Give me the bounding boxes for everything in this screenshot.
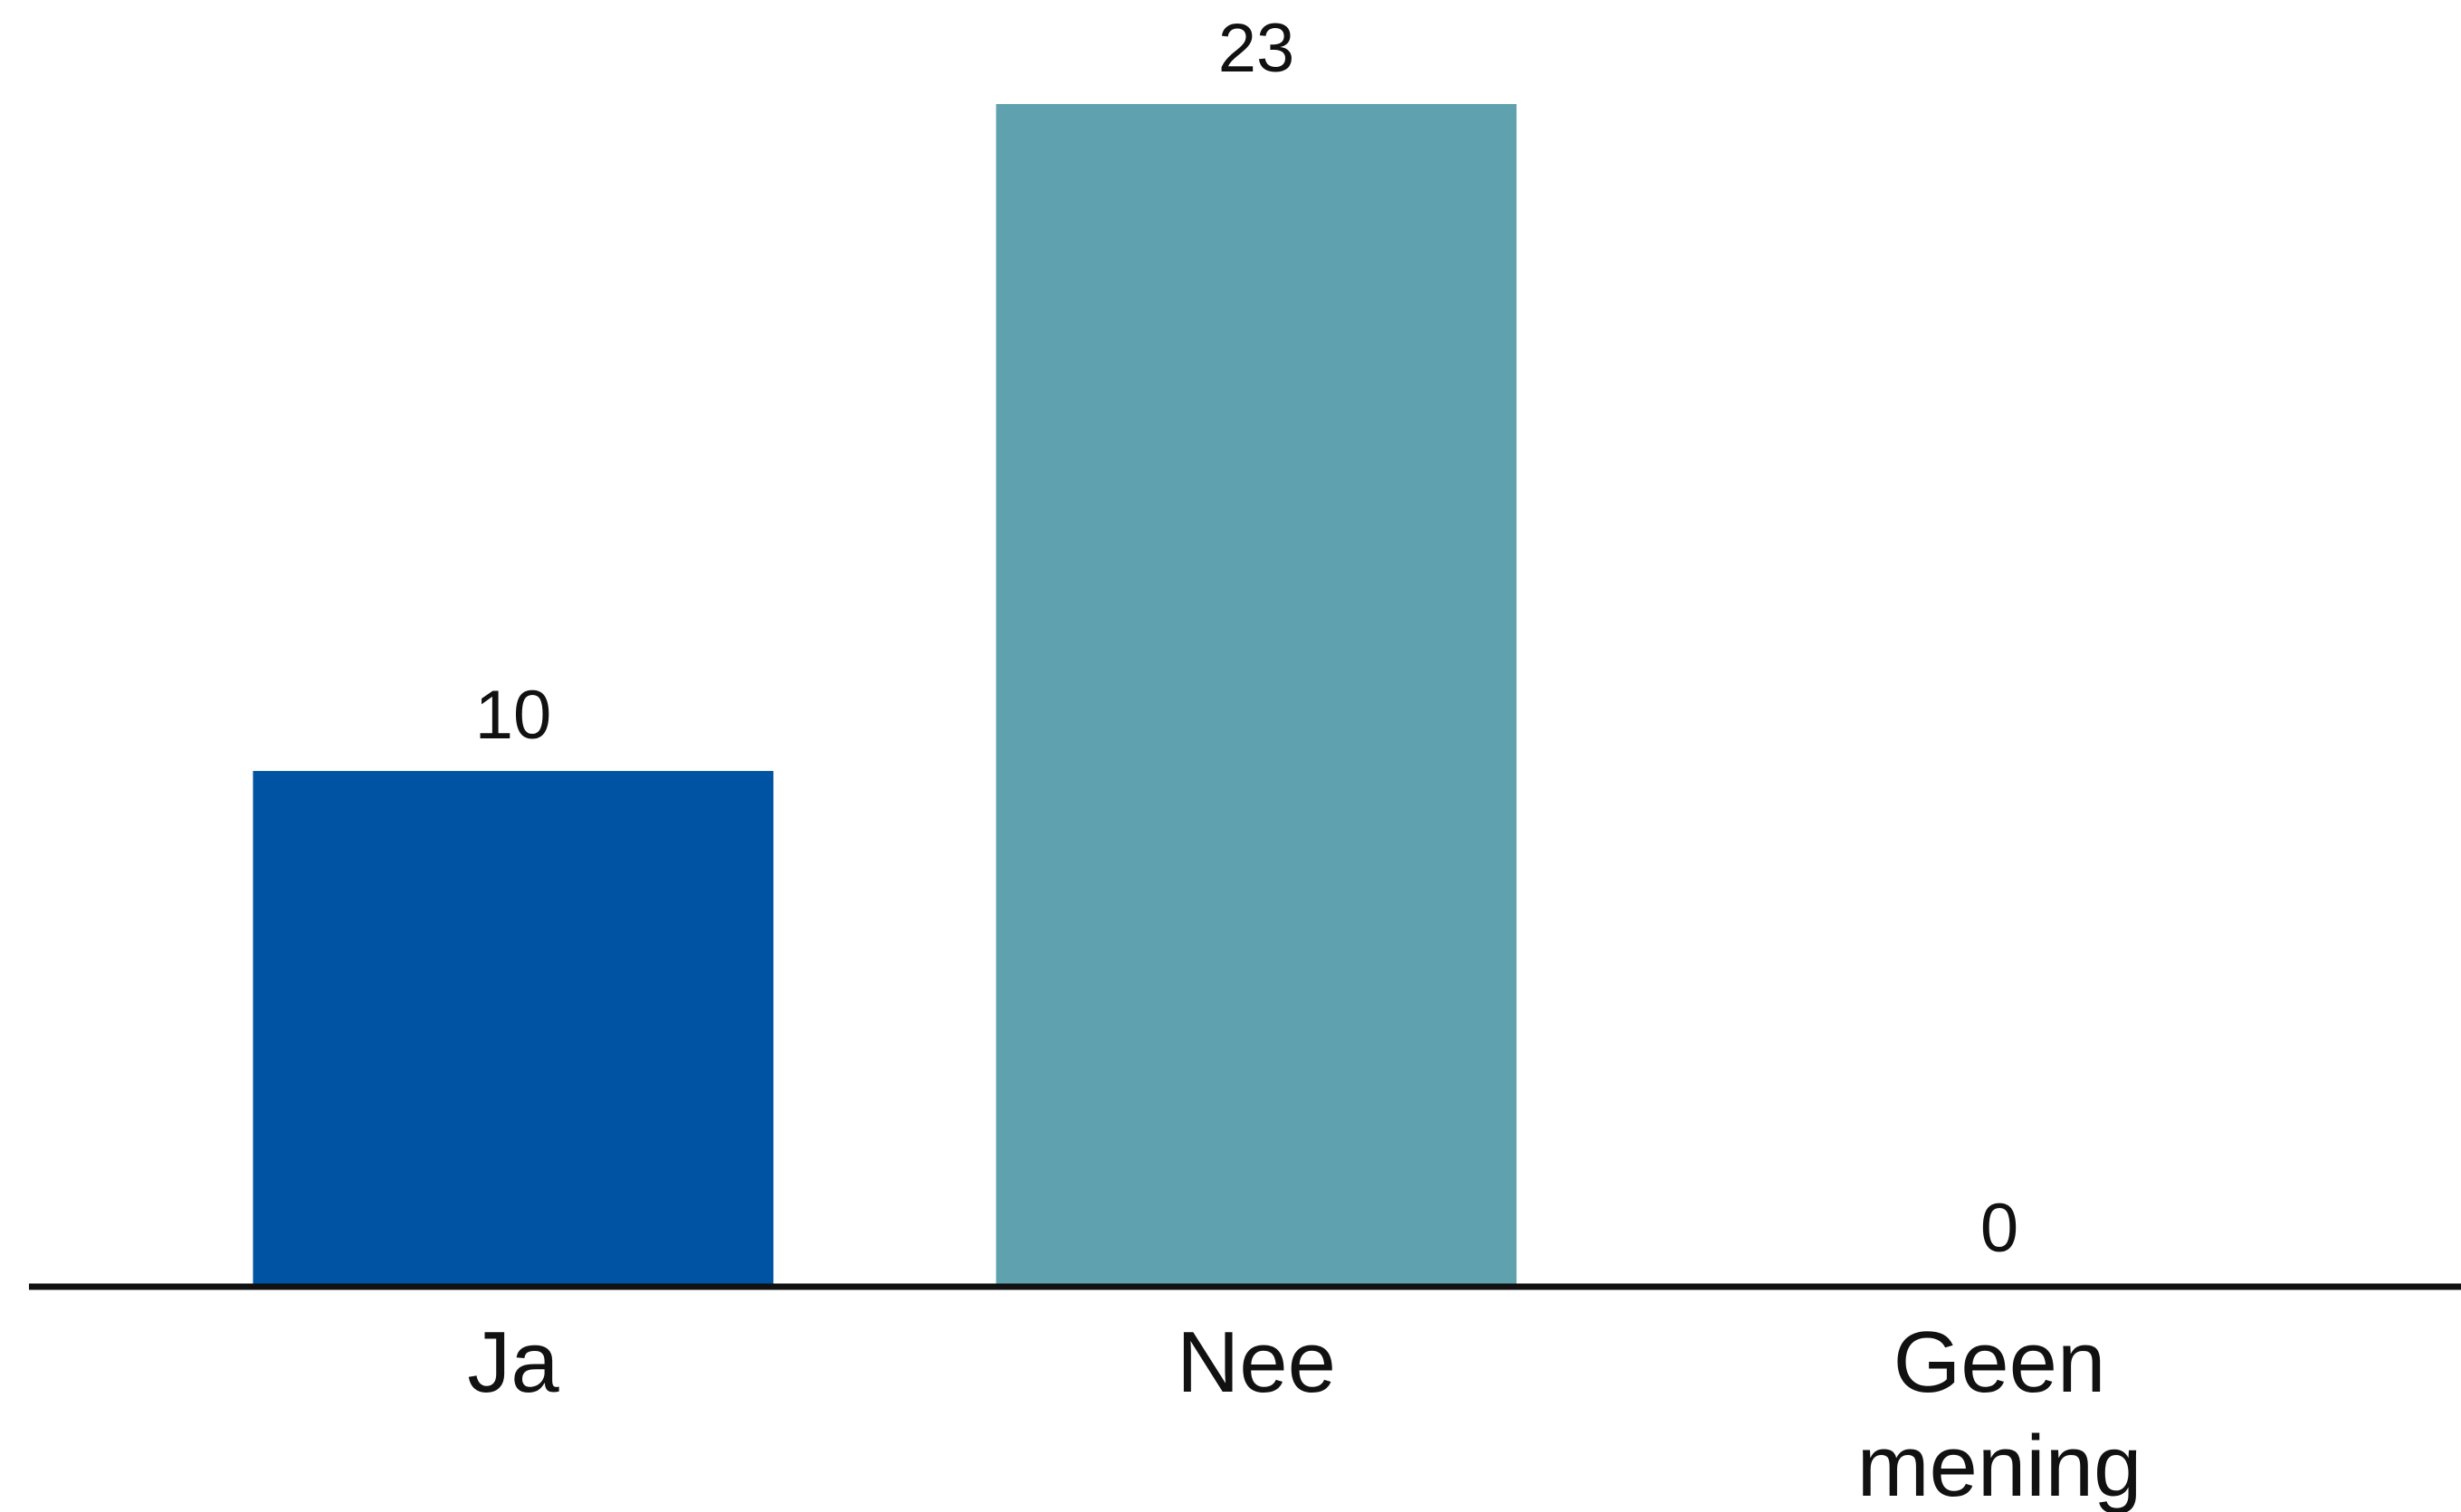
value-labels-layer: 10 23 0 [475,10,2018,1267]
bar-ja [253,771,774,1284]
category-label-nee: Nee [1177,1314,1336,1411]
bars-layer [253,104,1517,1284]
bar-nee [996,104,1517,1284]
category-label-geen-mening: Geen mening [1857,1314,2142,1512]
value-label-ja: 10 [475,677,552,754]
category-label-line: Geen [1893,1314,2106,1411]
value-label-nee: 23 [1218,10,1295,87]
category-labels-layer: Ja Nee Geen mening [467,1314,2141,1512]
category-label-line: mening [1857,1418,2142,1512]
category-label-ja: Ja [467,1314,559,1411]
category-label-line: Ja [467,1314,559,1411]
category-label-line: Nee [1177,1314,1336,1411]
value-label-geen-mening: 0 [1980,1190,2018,1267]
